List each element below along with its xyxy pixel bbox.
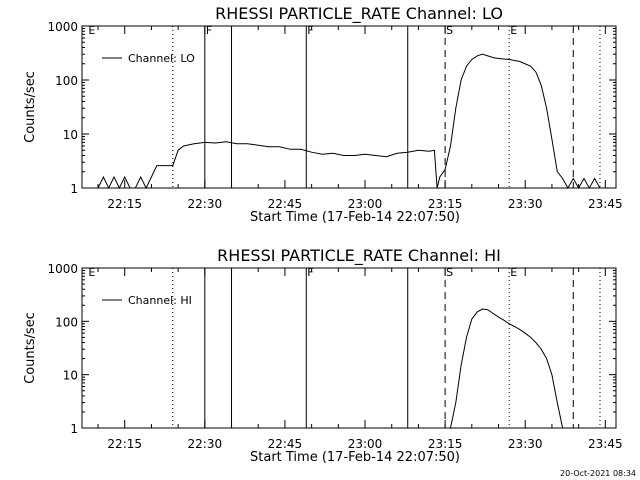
x-tick-label: 23:00 (348, 197, 383, 211)
x-tick-label: 22:45 (268, 197, 303, 211)
event-marker-label: E (88, 24, 95, 37)
y-tick-label: 100 (55, 74, 78, 88)
event-marker-label: E (510, 266, 517, 279)
chart-panel-2: RHESSI PARTICLE_RATE Channel: HIF S E E 1 10 1… (23, 246, 623, 465)
x-tick-label: 22:15 (107, 197, 142, 211)
x-tick-label: 23:45 (588, 437, 623, 451)
event-marker-label: E (510, 24, 517, 37)
series-line-1 (450, 308, 564, 429)
event-marker-label: S (446, 24, 453, 37)
footer-timestamp: 20-Oct-2021 08:34 (560, 469, 636, 478)
event-marker-label: F (206, 24, 212, 37)
series-line-1 (87, 53, 601, 190)
x-tick-label: 22:30 (188, 197, 223, 211)
x-tick-label: 23:30 (508, 437, 543, 451)
x-tick-label: 22:15 (107, 437, 142, 451)
plot-frame (81, 25, 617, 189)
x-tick-label: 23:00 (348, 437, 383, 451)
x-axis-label: Start Time (17-Feb-14 22:07:50) (250, 450, 460, 465)
y-tick-label: 1 (70, 182, 78, 196)
y-tick-label: 1 (70, 422, 78, 436)
chart-title: RHESSI PARTICLE_RATE Channel: HI (217, 246, 501, 266)
y-tick-label: 10 (63, 128, 78, 142)
y-tick-label: 1000 (47, 20, 78, 34)
plot-frame (81, 267, 617, 429)
x-axis-label: Start Time (17-Feb-14 22:07:50) (250, 210, 460, 225)
event-marker-label: F (307, 24, 313, 37)
y-axis-label: Counts/sec (23, 312, 38, 384)
y-tick-label: 100 (55, 315, 78, 329)
y-axis-label: Counts/sec (23, 71, 38, 143)
chart-panel-1: RHESSI PARTICLE_RATE Channel: LOF F S E E 1 10… (23, 4, 623, 225)
x-tick-label: 22:30 (188, 437, 223, 451)
legend-entry: Channel: HI (128, 294, 192, 307)
x-tick-label: 23:30 (508, 197, 543, 211)
event-marker-label: E (88, 266, 95, 279)
x-tick-label: 23:15 (428, 197, 463, 211)
chart-title: RHESSI PARTICLE_RATE Channel: LO (215, 4, 503, 24)
x-tick-label: 23:15 (428, 437, 463, 451)
x-tick-label: 22:45 (268, 437, 303, 451)
event-marker-label: F (307, 266, 313, 279)
event-marker-label: S (446, 266, 453, 279)
y-tick-label: 10 (63, 369, 78, 383)
y-tick-label: 1000 (47, 262, 78, 276)
legend-entry: Channel: LO (128, 52, 195, 65)
x-tick-label: 23:45 (588, 197, 623, 211)
